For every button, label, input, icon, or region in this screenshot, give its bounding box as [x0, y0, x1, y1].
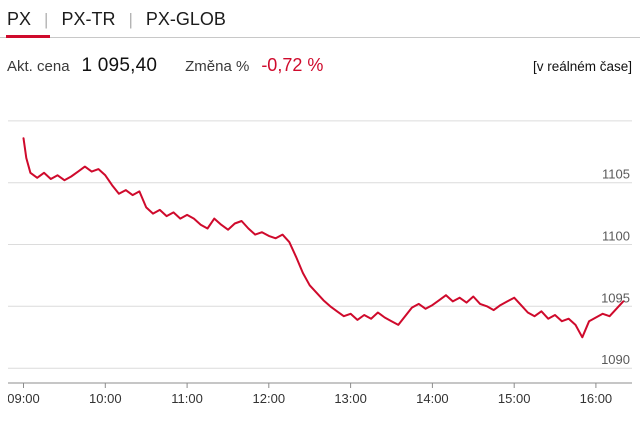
tab-separator: |	[128, 9, 133, 29]
svg-text:09:00: 09:00	[8, 391, 40, 406]
svg-text:1105: 1105	[602, 167, 630, 182]
svg-text:1090: 1090	[601, 352, 630, 367]
index-tabs: PX | PX-TR | PX-GLOB	[0, 0, 640, 30]
price-chart: 1105 1100 1095 1090 09:00 10:00 11:00 12:00 13:0…	[0, 105, 640, 413]
active-tab-underline	[6, 35, 50, 38]
tab-px[interactable]: PX	[7, 9, 32, 29]
quote-info-row: Akt. cena 1 095,40 Změna % -0,72 % [v re…	[0, 38, 640, 77]
realtime-note: [v reálném čase]	[532, 59, 632, 74]
price-label: Akt. cena	[7, 58, 70, 75]
svg-text:15:00: 15:00	[498, 391, 531, 406]
svg-text:1095: 1095	[601, 290, 630, 305]
change-label: Změna %	[185, 58, 250, 75]
change-percent-value: -0,72 %	[261, 55, 324, 75]
svg-text:1100: 1100	[602, 229, 630, 244]
svg-text:16:00: 16:00	[580, 391, 613, 406]
svg-text:12:00: 12:00	[253, 391, 286, 406]
tab-px-tr[interactable]: PX-TR	[61, 9, 116, 29]
current-price-value: 1 095,40	[81, 55, 158, 76]
svg-text:10:00: 10:00	[89, 391, 122, 406]
price-line-chart: 1105 1100 1095 1090 09:00 10:00 11:00 12:00 13:0…	[8, 120, 632, 406]
tabs-divider	[0, 35, 640, 38]
svg-text:13:00: 13:00	[334, 391, 367, 406]
svg-text:11:00: 11:00	[171, 391, 203, 406]
tab-px-glob[interactable]: PX-GLOB	[145, 9, 226, 29]
tab-separator: |	[44, 9, 49, 29]
svg-text:14:00: 14:00	[416, 391, 449, 406]
